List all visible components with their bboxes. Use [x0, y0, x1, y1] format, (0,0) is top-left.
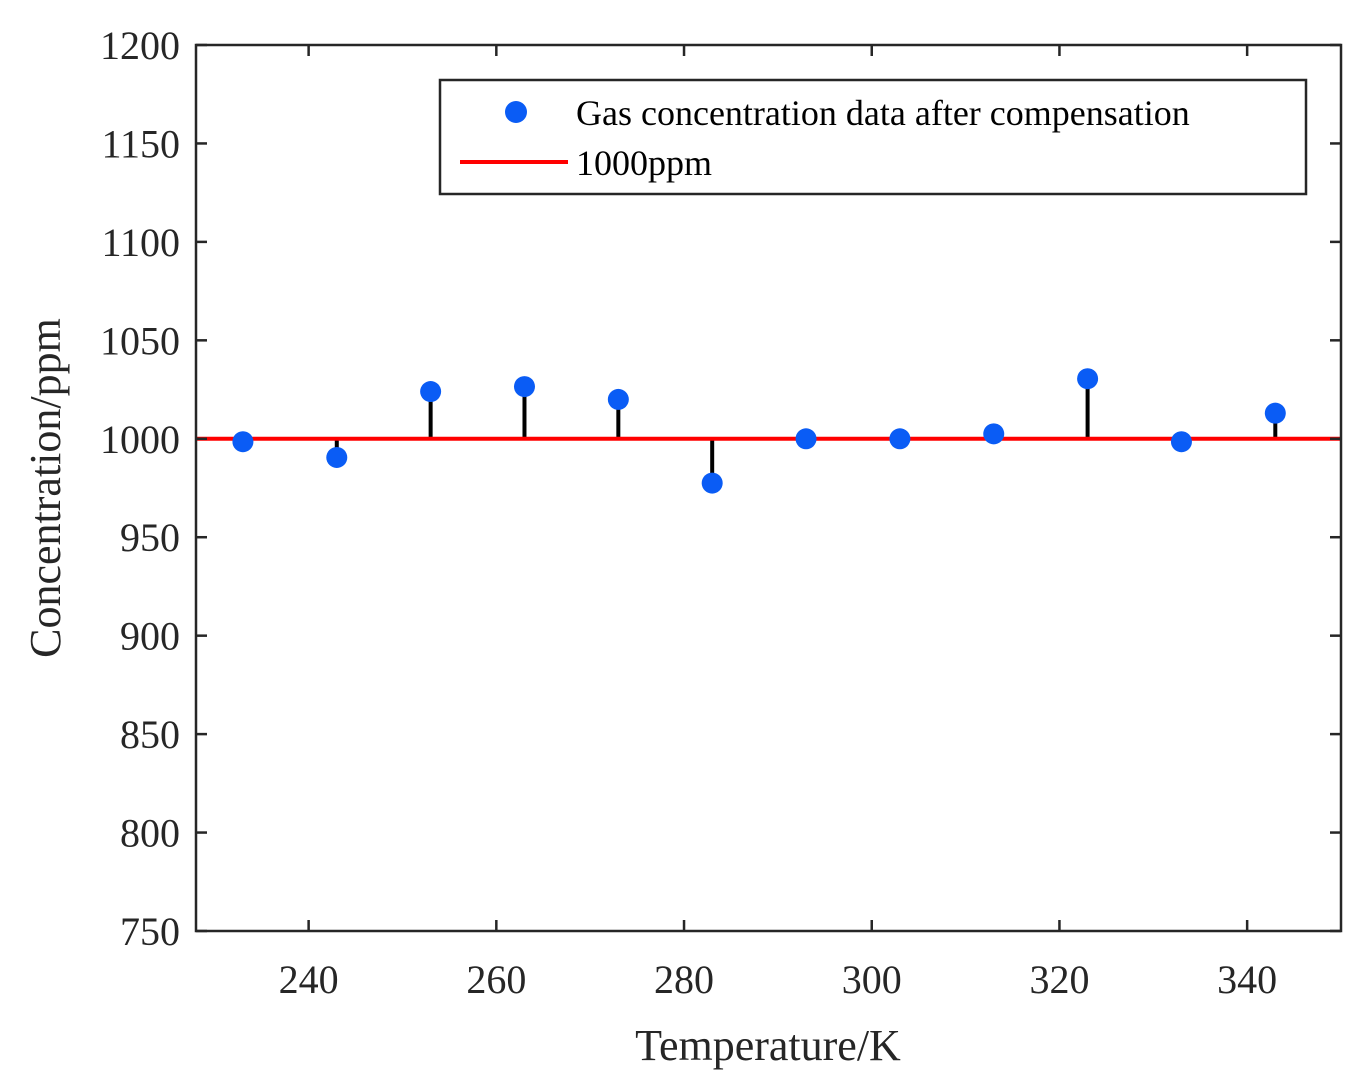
legend: Gas concentration data after compensatio…: [438, 78, 1308, 196]
x-tick-label: 340: [1217, 957, 1277, 1002]
legend-box: [438, 78, 1308, 196]
legend-marker-dot: [505, 101, 527, 123]
y-tick-label: 1150: [101, 121, 180, 166]
data-point: [232, 431, 254, 453]
y-tick-label: 750: [120, 909, 180, 954]
x-tick-label: 280: [654, 957, 714, 1002]
y-tick-label: 950: [120, 515, 180, 560]
legend-label-data: Gas concentration data after compensatio…: [576, 93, 1190, 133]
data-point: [1077, 368, 1099, 390]
y-axis-label: Concentration/ppm: [21, 318, 70, 658]
y-tick-label: 1000: [100, 417, 180, 462]
y-tick-label: 1100: [101, 220, 180, 265]
x-tick-label: 320: [1029, 957, 1089, 1002]
data-point: [1170, 431, 1192, 453]
data-point: [513, 376, 535, 398]
data-point: [889, 428, 911, 450]
y-tick-label: 1200: [100, 23, 180, 68]
y-tick-label: 800: [120, 811, 180, 856]
data-point: [1264, 402, 1286, 424]
data-points: [232, 368, 1286, 494]
data-point: [795, 428, 817, 450]
data-point: [326, 446, 348, 468]
x-axis-label: Temperature/K: [635, 1021, 901, 1070]
x-tick-label: 240: [279, 957, 339, 1002]
data-point: [607, 388, 629, 410]
data-point: [701, 472, 723, 494]
y-tick-label: 850: [120, 712, 180, 757]
x-tick-label: 300: [842, 957, 902, 1002]
x-tick-label: 260: [466, 957, 526, 1002]
plot-frame: [194, 43, 1343, 933]
y-tick-label: 900: [120, 614, 180, 659]
y-tick-labels: 750 800 850 900 950 1000 1050 1100 1150 1200: [100, 23, 180, 954]
data-point: [420, 381, 442, 403]
y-tick-label: 1050: [100, 318, 180, 363]
x-tick-labels: 240 260 280 300 320 340: [279, 957, 1278, 1002]
legend-label-line: 1000ppm: [576, 143, 712, 183]
data-point: [983, 423, 1005, 445]
